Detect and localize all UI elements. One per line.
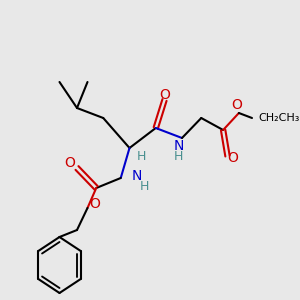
Text: N: N — [173, 139, 184, 153]
Text: N: N — [131, 169, 142, 183]
Text: O: O — [231, 98, 242, 112]
Text: O: O — [64, 156, 75, 170]
Text: H: H — [137, 149, 146, 163]
Text: O: O — [159, 88, 170, 102]
Text: O: O — [227, 151, 238, 165]
Text: H: H — [174, 149, 183, 163]
Text: CH₂CH₃: CH₂CH₃ — [258, 113, 299, 123]
Text: O: O — [89, 197, 100, 211]
Text: H: H — [140, 179, 149, 193]
